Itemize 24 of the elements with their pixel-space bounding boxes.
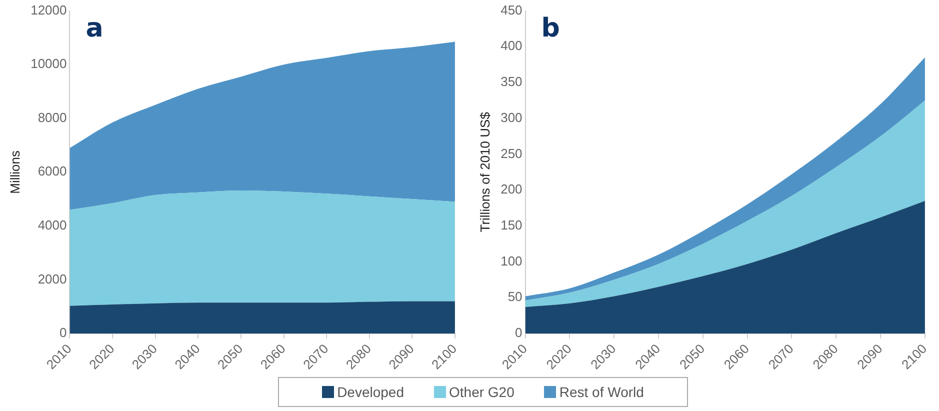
y-tick-label: 6000	[38, 164, 67, 179]
y-tick-label: 8000	[38, 110, 67, 125]
y-tick-label: 100	[500, 253, 522, 268]
y-tick-label: 250	[500, 146, 522, 161]
y-tick-label: 4000	[38, 218, 67, 233]
y-axis-title: Trillions of 2010 US$	[477, 111, 492, 232]
y-tick-label: 400	[500, 38, 522, 54]
y-tick-label: 450	[500, 2, 522, 18]
y-axis-title: Millions	[7, 150, 22, 194]
y-tick-label: 0	[515, 325, 522, 340]
y-tick-label: 2000	[38, 271, 67, 286]
legend-label: Other G20	[449, 384, 514, 400]
chart-title: a	[86, 14, 104, 44]
chart-title: b	[541, 14, 560, 44]
y-tick-label: 200	[500, 182, 522, 197]
y-tick-label: 10000	[30, 56, 67, 72]
y-tick-label: 12000	[30, 2, 67, 18]
legend-label: Developed	[337, 384, 404, 400]
y-tick-label: 150	[500, 218, 522, 233]
y-tick-label: 300	[500, 110, 522, 125]
y-tick-label: 50	[508, 289, 522, 304]
legend-label: Rest of World	[559, 384, 644, 400]
y-tick-label: 350	[500, 74, 522, 90]
y-tick-label: 0	[60, 325, 67, 340]
